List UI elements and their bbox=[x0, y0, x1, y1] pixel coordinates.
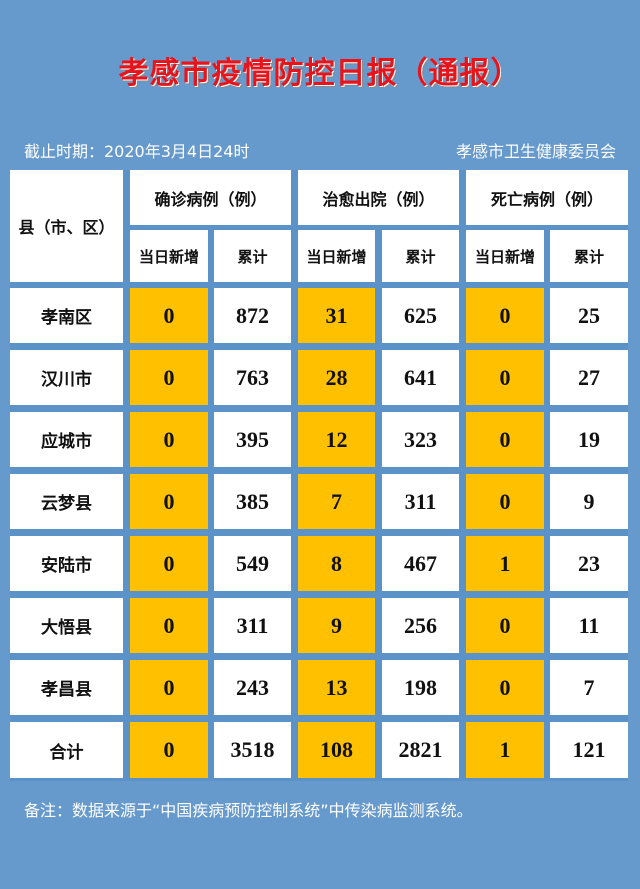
cell-confirmed-new: 0 bbox=[130, 722, 208, 778]
cell-deaths-total: 7 bbox=[550, 660, 628, 715]
sub-header-confirmed-total: 累计 bbox=[214, 230, 291, 282]
cell-recovered-total: 311 bbox=[382, 474, 459, 529]
sub-header-deaths-new: 当日新增 bbox=[466, 230, 544, 282]
group-header-deaths: 死亡病例（例） bbox=[466, 170, 628, 225]
cell-recovered-new: 8 bbox=[298, 536, 375, 591]
cell-recovered-new: 13 bbox=[298, 660, 375, 715]
region-header: 县（市、区） bbox=[10, 170, 123, 282]
cell-recovered-new: 31 bbox=[298, 288, 375, 343]
group-header-confirmed: 确诊病例（例） bbox=[130, 170, 291, 225]
cell-confirmed-new: 0 bbox=[130, 660, 208, 715]
cell-recovered-new: 7 bbox=[298, 474, 375, 529]
cell-confirmed-total: 385 bbox=[214, 474, 291, 529]
cell-region-name: 安陆市 bbox=[10, 536, 123, 591]
cell-deaths-new: 0 bbox=[466, 288, 544, 343]
cell-deaths-new: 0 bbox=[466, 350, 544, 405]
cell-confirmed-total: 763 bbox=[214, 350, 291, 405]
cell-recovered-total: 2821 bbox=[382, 722, 459, 778]
cell-confirmed-total: 395 bbox=[214, 412, 291, 467]
group-header-recovered: 治愈出院（例） bbox=[298, 170, 459, 225]
cell-deaths-new: 1 bbox=[466, 722, 544, 778]
cell-deaths-total: 121 bbox=[550, 722, 628, 778]
cell-region-name: 云梦县 bbox=[10, 474, 123, 529]
cell-recovered-new: 9 bbox=[298, 598, 375, 653]
footnote: 备注：数据来源于“中国疾病预防控制系统”中传染病监测系统。 bbox=[24, 801, 473, 820]
cell-region-name: 孝昌县 bbox=[10, 660, 123, 715]
cell-deaths-new: 0 bbox=[466, 474, 544, 529]
cell-confirmed-new: 0 bbox=[130, 474, 208, 529]
cell-recovered-total: 641 bbox=[382, 350, 459, 405]
cell-deaths-total: 23 bbox=[550, 536, 628, 591]
cell-confirmed-total: 3518 bbox=[214, 722, 291, 778]
cell-region-name: 大悟县 bbox=[10, 598, 123, 653]
cell-confirmed-total: 243 bbox=[214, 660, 291, 715]
cell-region-name: 合计 bbox=[10, 722, 123, 778]
cell-region-name: 应城市 bbox=[10, 412, 123, 467]
cell-confirmed-new: 0 bbox=[130, 412, 208, 467]
cell-deaths-total: 19 bbox=[550, 412, 628, 467]
cell-confirmed-new: 0 bbox=[130, 598, 208, 653]
sub-header-recovered-new: 当日新增 bbox=[298, 230, 375, 282]
cell-confirmed-new: 0 bbox=[130, 288, 208, 343]
cell-confirmed-total: 872 bbox=[214, 288, 291, 343]
cell-deaths-new: 0 bbox=[466, 660, 544, 715]
cell-deaths-total: 9 bbox=[550, 474, 628, 529]
cell-recovered-total: 323 bbox=[382, 412, 459, 467]
cutoff-date: 截止时期：2020年3月4日24时 bbox=[24, 142, 250, 161]
sub-header-deaths-total: 累计 bbox=[550, 230, 628, 282]
cell-recovered-total: 256 bbox=[382, 598, 459, 653]
sub-header-recovered-total: 累计 bbox=[382, 230, 459, 282]
sub-header-confirmed-new: 当日新增 bbox=[130, 230, 208, 282]
cell-confirmed-total: 549 bbox=[214, 536, 291, 591]
cell-deaths-total: 11 bbox=[550, 598, 628, 653]
cell-deaths-new: 0 bbox=[466, 412, 544, 467]
cell-deaths-new: 0 bbox=[466, 598, 544, 653]
cell-confirmed-total: 311 bbox=[214, 598, 291, 653]
epidemic-table: 县（市、区） 确诊病例（例） 治愈出院（例） 死亡病例（例） 当日新增 累计 当… bbox=[10, 170, 628, 781]
cell-recovered-total: 467 bbox=[382, 536, 459, 591]
cell-recovered-new: 28 bbox=[298, 350, 375, 405]
cell-deaths-new: 1 bbox=[466, 536, 544, 591]
cell-confirmed-new: 0 bbox=[130, 350, 208, 405]
cell-confirmed-new: 0 bbox=[130, 536, 208, 591]
cell-recovered-new: 108 bbox=[298, 722, 375, 778]
page-title: 孝感市疫情防控日报（通报） bbox=[118, 56, 522, 91]
cell-deaths-total: 27 bbox=[550, 350, 628, 405]
cell-recovered-total: 625 bbox=[382, 288, 459, 343]
cell-deaths-total: 25 bbox=[550, 288, 628, 343]
cell-recovered-total: 198 bbox=[382, 660, 459, 715]
cell-region-name: 孝南区 bbox=[10, 288, 123, 343]
cell-recovered-new: 12 bbox=[298, 412, 375, 467]
issuer: 孝感市卫生健康委员会 bbox=[455, 142, 616, 161]
cell-region-name: 汉川市 bbox=[10, 350, 123, 405]
